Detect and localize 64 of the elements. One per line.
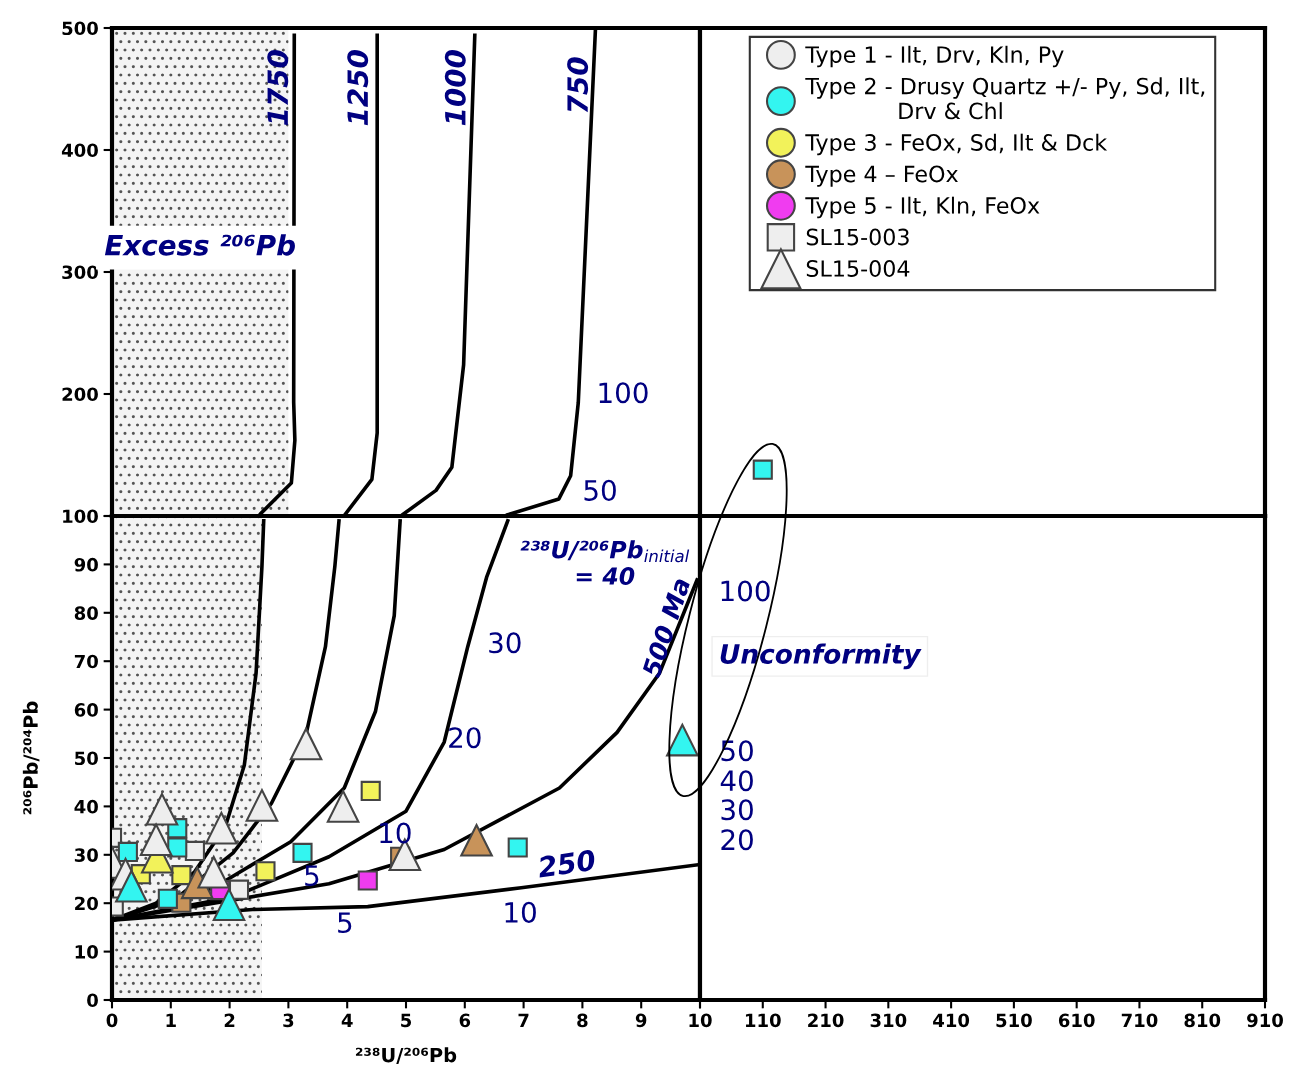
y-tick-label: 300 <box>62 265 98 280</box>
annotation: 500 Ma <box>641 576 691 679</box>
x-tick-label: 3 <box>283 1013 294 1028</box>
x-tick-label: 6 <box>459 1013 471 1028</box>
x-axis-title: ²³⁸U/²⁰⁶Pb <box>355 1047 457 1064</box>
legend-label: SL15-004 <box>806 260 910 277</box>
annotation: 10 <box>505 901 536 923</box>
annotation: 100 <box>721 580 770 602</box>
y-tick-label: 500 <box>62 21 98 36</box>
x-tick-label: 4 <box>341 1013 353 1027</box>
annotation: 5 <box>305 865 319 887</box>
legend-label: Type 5 - Ilt, Kln, FeOx <box>805 196 1040 219</box>
x-tick-label: 810 <box>1184 1013 1221 1028</box>
x-tick-label: 0 <box>106 1013 118 1028</box>
legend-label: Type 3 - FeOx, Sd, Ilt & Dck <box>805 133 1108 156</box>
y-tick-label: 0 <box>87 993 98 1008</box>
x-tick-label: 610 <box>1058 1013 1095 1028</box>
x-tick-label: 510 <box>996 1013 1032 1028</box>
x-tick-label: 910 <box>1247 1013 1283 1028</box>
y-tick-label: 60 <box>74 703 98 717</box>
x-tick-label: 8 <box>577 1013 588 1028</box>
x-tick-label: 5 <box>401 1013 412 1028</box>
legend-label: SL15-003 <box>806 228 909 246</box>
annotation: 750 <box>567 57 589 113</box>
annotation: 250 <box>536 849 596 878</box>
x-tick-label: 2 <box>224 1013 235 1027</box>
y-tick-label: 10 <box>75 945 98 959</box>
legend-label: Type 4 – FeOx <box>805 165 958 187</box>
y-tick-label: 40 <box>74 799 98 814</box>
y-axis-title: ²⁰⁶Pb/²⁰⁴Pb <box>22 701 40 815</box>
annotation: 40 <box>720 770 753 792</box>
x-tick-label: 210 <box>808 1013 844 1028</box>
y-tick-label: 70 <box>74 654 98 669</box>
annotation: 1250 <box>347 50 369 126</box>
annotation: 5 <box>338 912 352 934</box>
x-tick-label: 410 <box>933 1013 970 1028</box>
annotation: 50 <box>721 740 753 762</box>
x-tick-label: 9 <box>635 1013 647 1028</box>
annotation: 30 <box>721 799 753 821</box>
annotation: 1000 <box>444 50 466 126</box>
legend-label: Type 2 - Drusy Quartz +/- Py, Sd, Ilt, Drv & Chl <box>805 77 1205 120</box>
legend-label: Type 1 - Ilt, Drv, Kln, Py <box>805 45 1064 68</box>
annotation: 100 <box>599 382 648 404</box>
y-tick-label: 200 <box>62 387 98 402</box>
x-tick-label: 110 <box>745 1013 781 1028</box>
annotation: 20 <box>449 727 481 749</box>
annotation: 20 <box>721 829 753 851</box>
annotation: 30 <box>489 632 521 654</box>
x-tick-label: 7 <box>518 1013 529 1027</box>
y-tick-label: 400 <box>61 143 98 158</box>
y-tick-label: 50 <box>75 751 98 766</box>
y-tick-label: 80 <box>74 606 98 620</box>
band-label: Excess ²⁰⁶Pb <box>104 234 295 256</box>
x-tick-label: 710 <box>1121 1013 1158 1028</box>
y-tick-label: 30 <box>74 848 98 862</box>
annotation: 10 <box>380 822 411 844</box>
y-tick-label: 100 <box>63 509 98 524</box>
y-tick-label: 90 <box>74 557 98 572</box>
x-tick-label: 310 <box>870 1013 907 1028</box>
y-tick-label: 20 <box>75 896 98 911</box>
annotation: 1750 <box>267 50 289 126</box>
x-tick-label: 10 <box>689 1013 712 1028</box>
annotation: 50 <box>584 479 616 501</box>
x-tick-label: 1 <box>166 1013 176 1027</box>
